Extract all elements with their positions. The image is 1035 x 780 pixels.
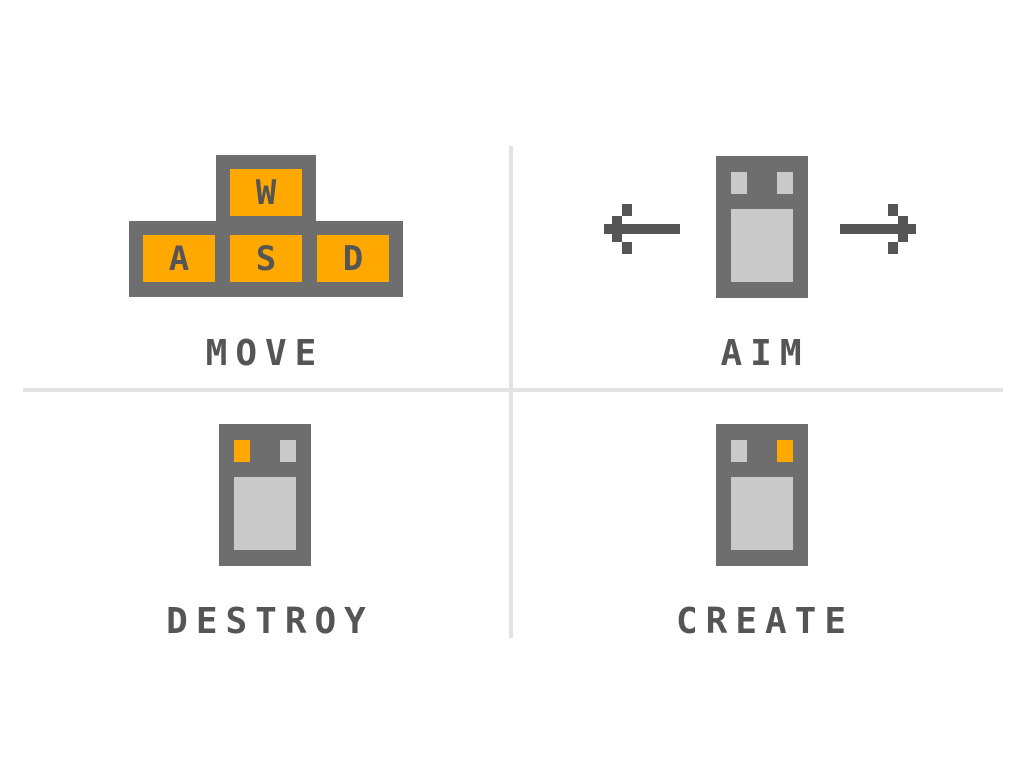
destroy-label: DESTROY bbox=[166, 601, 374, 642]
aim-mouse-icon bbox=[716, 156, 808, 298]
arrow-left-icon bbox=[604, 204, 680, 254]
key-s-face: S bbox=[230, 235, 302, 282]
key-a-face: A bbox=[143, 235, 215, 282]
mouse-left-button bbox=[731, 440, 747, 462]
create-mouse-icon bbox=[716, 424, 808, 566]
key-s: S bbox=[216, 221, 316, 297]
mouse-body bbox=[731, 209, 793, 282]
key-d-label: D bbox=[342, 238, 364, 279]
key-a: A bbox=[129, 221, 229, 297]
mouse-left-button-active bbox=[234, 440, 250, 462]
key-a-label: A bbox=[168, 238, 190, 279]
arrow-right-icon bbox=[840, 204, 916, 254]
mouse-right-button bbox=[777, 172, 793, 194]
key-w-label: W bbox=[255, 172, 277, 213]
key-d-face: D bbox=[317, 235, 389, 282]
mouse-left-button bbox=[731, 172, 747, 194]
aim-label: AIM bbox=[720, 333, 810, 374]
mouse-right-button bbox=[280, 440, 296, 462]
horizontal-divider bbox=[23, 388, 1003, 392]
mouse-right-button-active bbox=[777, 440, 793, 462]
vertical-divider bbox=[509, 146, 513, 638]
key-w: W bbox=[216, 155, 316, 231]
mouse-body bbox=[234, 477, 296, 550]
move-label: MOVE bbox=[205, 333, 325, 374]
destroy-mouse-icon bbox=[219, 424, 311, 566]
mouse-body bbox=[731, 477, 793, 550]
key-s-label: S bbox=[255, 238, 277, 279]
create-label: CREATE bbox=[675, 601, 855, 642]
key-w-face: W bbox=[230, 169, 302, 216]
key-d: D bbox=[303, 221, 403, 297]
